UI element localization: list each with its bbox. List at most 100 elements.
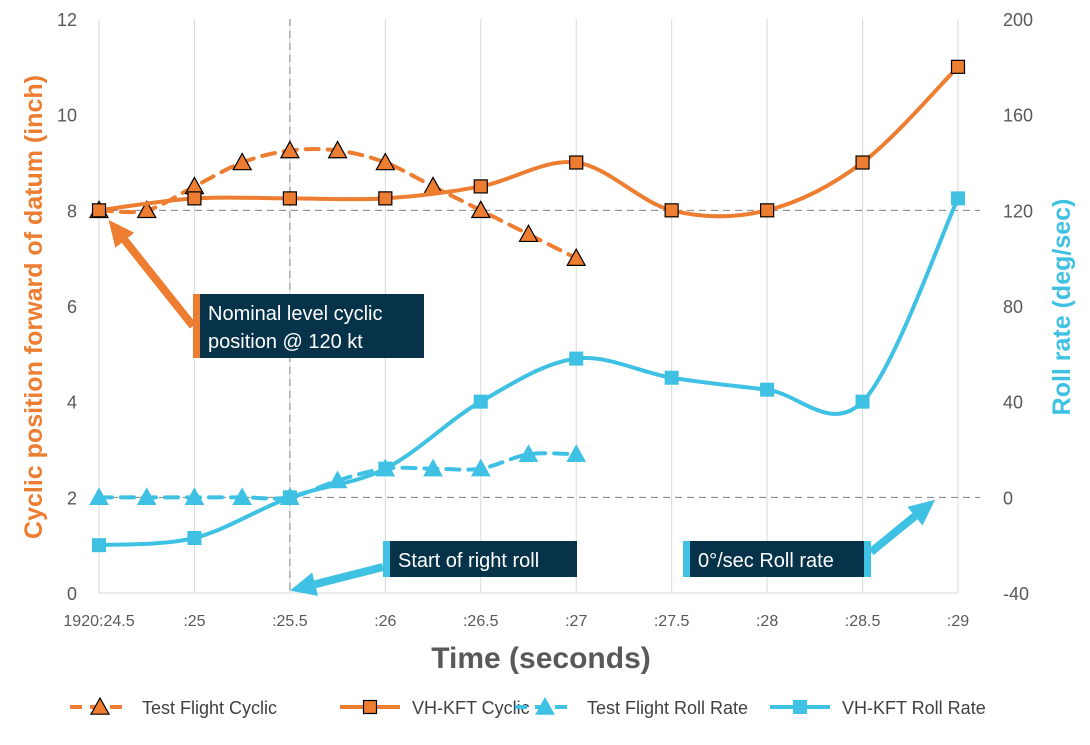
series-3-point-7 [760,382,775,397]
series-3-point-1 [187,530,202,545]
series-2-point-8 [470,458,491,477]
series-2-point-7 [423,458,443,477]
x-tick-label-6: :27.5 [654,613,690,630]
x-tick-label-5: :27 [565,613,587,630]
callout-2: 0°/sec Roll rate [683,499,936,577]
legend-item-3: VH-KFT Roll Rate [770,698,986,718]
callout-arrow-head-0 [108,219,135,248]
legend-item-1: VH-KFT Cyclic [340,698,530,718]
callout-arrow-head-2 [907,499,936,526]
series-1-point-2 [282,191,297,206]
series-0-point-1 [136,200,157,219]
x-axis-title: Time (seconds) [431,642,651,675]
legend-label-1: VH-KFT Cyclic [412,698,530,718]
series-3-point-6 [664,370,679,385]
x-tick-label-4: :26.5 [463,613,499,630]
y-left-tick-label-6: 12 [57,10,77,30]
series-3-point-3 [378,461,393,476]
x-tick-label-1: :25 [183,613,205,630]
legend-label-2: Test Flight Roll Rate [587,698,748,718]
y-right-tick-label-1: 0 [1003,488,1013,508]
y-left-tick-label-4: 8 [67,201,77,221]
series-0-point-9 [518,224,539,243]
x-tick-label-9: :29 [947,613,969,630]
callout-accent-left-0 [193,294,200,358]
legend-label-3: VH-KFT Roll Rate [842,698,986,718]
series-2-point-2 [184,487,205,506]
callout-box-1 [383,541,577,577]
series-0-point-4 [279,140,300,159]
y-right-tick-label-5: 160 [1003,106,1033,126]
callout-accent-left-2 [683,541,690,577]
series-0-point-6 [375,152,396,171]
callout-accent-left-1 [383,541,390,577]
callout-0: Nominal level cyclic position @ 120 kt [108,219,424,358]
callout-1: Start of right roll [289,541,577,596]
y-right-tick-label-4: 120 [1003,201,1033,221]
series-1 [91,59,966,219]
callout-arrow-head-1 [289,572,319,596]
series-1-point-0 [91,203,107,218]
series-1-point-3 [378,191,393,206]
series-1-point-5 [569,155,584,170]
series-0 [88,140,587,266]
y-right-tick-label-6: 200 [1003,10,1033,30]
y-left-tick-label-2: 4 [67,393,77,413]
series-0-point-3 [232,152,253,171]
y-axis-right-title: Roll rate (deg/sec) [1048,199,1076,416]
y-axis-left-title: Cyclic position forward of datum (inch) [20,75,48,539]
series-line-3 [97,196,960,548]
series-3-point-9 [951,191,965,206]
series-0-point-5 [327,140,348,159]
legend-swatch-marker-0 [89,696,111,715]
series-3-point-2 [282,490,297,505]
series-0-point-8 [470,200,491,219]
series-2-point-1 [136,487,157,506]
series-3-point-5 [569,351,584,366]
series-1-point-9 [950,59,966,74]
legend-swatch-marker-2 [535,696,555,715]
callout-arrow-shaft-0 [121,237,197,329]
series-1-point-7 [760,203,775,218]
x-tick-label-2: :25.5 [272,613,308,630]
series-2-point-10 [566,444,587,462]
y-right-tick-label-0: -40 [1003,584,1029,604]
series-3 [92,191,965,553]
callout-arrow-shaft-2 [868,513,918,556]
annotation-layer: Nominal level cyclic position @ 120 kt Sta… [108,219,936,596]
callout-accent-right-2 [864,541,871,577]
legend: Test Flight Cyclic VH-KFT Cyclic Test Flig… [70,696,986,718]
y-left-tick-label-0: 0 [67,584,77,604]
callout-text-1-0: Start of right roll [398,550,539,572]
legend-item-2: Test Flight Roll Rate [515,696,748,718]
series-2 [89,444,587,506]
x-tick-label-7: :28 [756,613,778,630]
series-1-point-6 [664,203,679,218]
callout-arrow-shaft-1 [314,563,384,589]
series-layer [88,59,966,553]
series-3-point-8 [855,394,870,409]
legend-swatch-marker-3 [793,700,807,714]
tick-labels: 1920:24.5:25:25.5:26:26.5:27:27.5:28:28.… [57,10,1033,630]
series-2-point-0 [89,487,109,506]
series-1-point-1 [187,191,202,206]
series-0-point-10 [566,247,587,266]
x-tick-label-8: :28.5 [845,613,881,630]
series-2-point-3 [232,487,253,506]
y-left-tick-label-5: 10 [57,106,77,126]
y-left-tick-label-3: 6 [67,297,77,317]
y-right-tick-label-2: 40 [1003,393,1023,413]
y-left-tick-label-1: 2 [67,488,77,508]
x-tick-label-0: 1920:24.5 [63,613,134,630]
series-1-point-8 [855,155,870,170]
callout-text-2-0: 0°/sec Roll rate [698,550,834,572]
series-1-point-4 [473,179,488,194]
callout-box-0 [193,294,424,358]
callout-box-2 [683,541,871,577]
legend-swatch-marker-1 [362,699,378,715]
legend-item-0: Test Flight Cyclic [70,696,277,718]
legend-label-0: Test Flight Cyclic [142,698,277,718]
callout-text-0-0: Nominal level cyclic [208,303,383,325]
series-line-0 [97,147,579,261]
